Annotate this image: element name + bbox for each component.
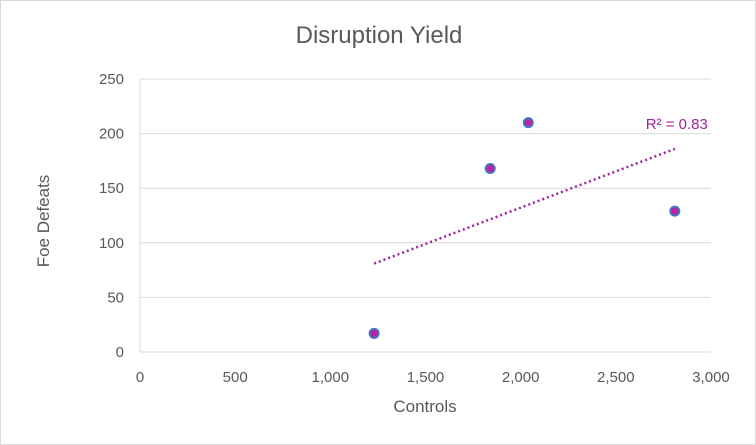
tick-layer: 0 50 100 150 200 250 0 500 1,000 1,500 2,000 2,500 3… [99,71,730,386]
y-tick-label: 50 [107,289,124,306]
y-tick-label: 100 [99,235,124,252]
data-point [368,327,380,339]
y-tick-label: 200 [99,126,124,143]
x-tick-label: 2,500 [597,369,635,386]
trend-layer: R² = 0.83 [373,116,708,265]
grid-layer [139,78,711,353]
data-point [669,205,681,217]
y-axis-title: Foe Defeats [34,175,53,268]
x-tick-label: 3,000 [692,369,730,386]
y-tick-label: 250 [99,71,124,88]
x-tick-label: 0 [136,369,144,386]
chart-title: Disruption Yield [296,22,463,49]
data-point [484,163,496,175]
trendline [373,147,676,265]
y-tick-label: 150 [99,180,124,197]
x-tick-label: 1,000 [312,369,350,386]
x-tick-label: 1,500 [407,369,445,386]
point-layer [368,117,681,339]
y-tick-label: 0 [116,344,124,361]
x-tick-label: 2,000 [502,369,540,386]
data-point [522,117,534,129]
r-squared-label: R² = 0.83 [646,116,708,133]
x-axis-title: Controls [393,397,456,416]
x-tick-label: 500 [223,369,248,386]
